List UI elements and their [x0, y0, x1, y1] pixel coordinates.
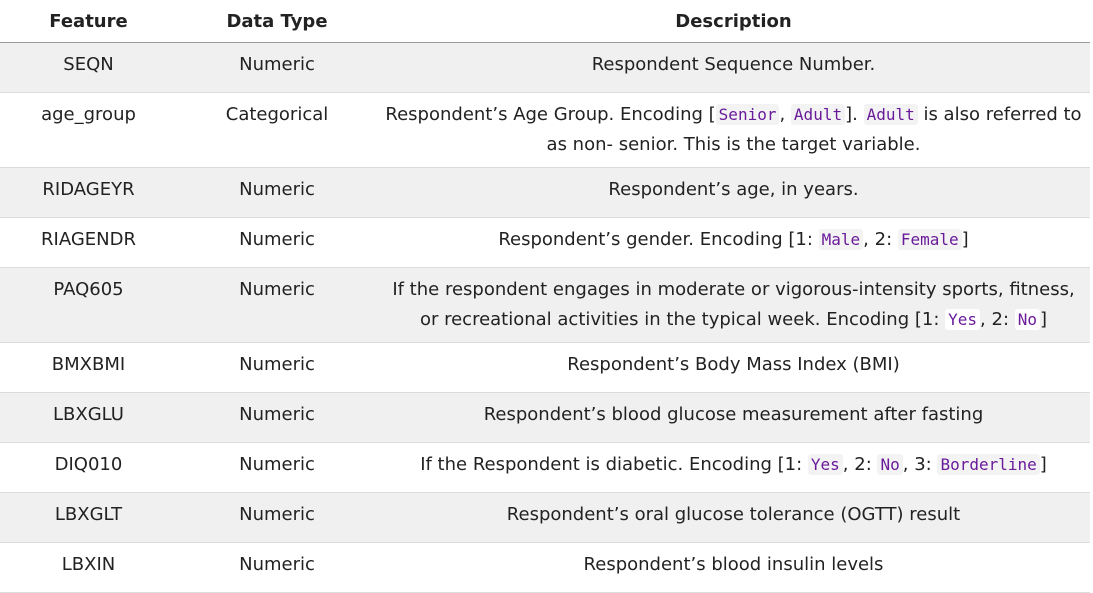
description-text: If the Respondent is diabetic. Encoding …: [420, 454, 808, 475]
table-row: LBXGLT Numeric Respondent’s oral glucose t…: [0, 492, 1090, 543]
feature-cell: DIQ010: [0, 442, 177, 493]
description-text: , 2:: [980, 309, 1015, 330]
description-cell: Respondent’s Body Mass Index (BMI): [377, 342, 1090, 393]
description-text: ,: [779, 104, 791, 125]
table-body: SEQN Numeric Respondent Sequence Number. ag…: [0, 42, 1090, 593]
encoding-value: Male: [818, 229, 864, 250]
table-row: LBXIN Numeric Respondent’s blood insulin l…: [0, 542, 1090, 593]
data-type-cell: Numeric: [177, 267, 377, 343]
description-text: ]: [961, 229, 969, 250]
data-type-cell: Numeric: [177, 542, 377, 593]
data-type-cell: Numeric: [177, 392, 377, 443]
description-cell: Respondent’s age, in years.: [377, 167, 1090, 218]
description-cell: If the respondent engages in moderate or…: [377, 267, 1090, 343]
encoding-value: Borderline: [937, 454, 1040, 475]
data-type-cell: Numeric: [177, 217, 377, 268]
encoding-value: Adult: [790, 104, 846, 125]
data-type-cell: Numeric: [177, 442, 377, 493]
encoding-value: Yes: [807, 454, 843, 475]
data-type-cell: Categorical: [177, 92, 377, 168]
description-text: Respondent Sequence Number.: [591, 54, 876, 75]
feature-cell: PAQ605: [0, 267, 177, 343]
table-row: SEQN Numeric Respondent Sequence Number.: [0, 42, 1090, 93]
description-text: Respondent’s Body Mass Index (BMI): [567, 354, 900, 375]
description-cell: Respondent’s blood glucose measurement a…: [377, 392, 1090, 443]
feature-cell: RIDAGEYR: [0, 167, 177, 218]
column-header-description: Description: [377, 0, 1090, 43]
feature-cell: LBXGLT: [0, 492, 177, 543]
encoding-value: No: [877, 454, 903, 475]
table-row: age_group Categorical Respondent’s Age Gro…: [0, 92, 1090, 168]
feature-cell: age_group: [0, 92, 177, 168]
table-row: RIAGENDR Numeric Respondent’s gender. Enco…: [0, 217, 1090, 268]
table-row: DIQ010 Numeric If the Respondent is diabet…: [0, 442, 1090, 493]
table-row: LBXGLU Numeric Respondent’s blood glucose …: [0, 392, 1090, 443]
encoding-value: No: [1014, 309, 1040, 330]
encoding-value: Senior: [715, 104, 780, 125]
description-text: Respondent’s blood insulin levels: [583, 554, 884, 575]
encoding-value: Yes: [945, 309, 981, 330]
description-text: Respondent’s age, in years.: [608, 179, 859, 200]
table-row: BMXBMI Numeric Respondent’s Body Mass Inde…: [0, 342, 1090, 393]
description-cell: If the Respondent is diabetic. Encoding …: [377, 442, 1090, 493]
feature-cell: LBXGLU: [0, 392, 177, 443]
description-text: , 2:: [842, 454, 878, 475]
feature-cell: RIAGENDR: [0, 217, 177, 268]
description-text: Respondent’s oral glucose tolerance (OGT…: [506, 504, 961, 525]
column-header-feature: Feature: [0, 0, 177, 43]
description-text: , 3:: [902, 454, 938, 475]
data-type-cell: Numeric: [177, 492, 377, 543]
data-type-cell: Numeric: [177, 42, 377, 93]
description-text: ].: [845, 104, 864, 125]
description-text: ]: [1039, 454, 1047, 475]
encoding-value: Female: [897, 229, 962, 250]
description-text: , 2:: [863, 229, 898, 250]
table-header-row: Feature Data Type Description: [0, 0, 1090, 43]
data-type-cell: Numeric: [177, 342, 377, 393]
description-cell: Respondent Sequence Number.: [377, 42, 1090, 93]
encoding-value: Adult: [863, 104, 918, 125]
description-cell: Respondent’s Age Group. Encoding [Senior…: [377, 92, 1090, 168]
table-row: RIDAGEYR Numeric Respondent’s age, in year…: [0, 167, 1090, 218]
description-text: Respondent’s gender. Encoding [1:: [498, 229, 819, 250]
feature-cell: SEQN: [0, 42, 177, 93]
description-cell: Respondent’s gender. Encoding [1: Male, …: [377, 217, 1090, 268]
description-text: If the respondent engages in moderate or…: [392, 279, 1075, 330]
data-type-cell: Numeric: [177, 167, 377, 218]
feature-cell: BMXBMI: [0, 342, 177, 393]
column-header-data-type: Data Type: [177, 0, 377, 43]
table-row: PAQ605 Numeric If the respondent engages i…: [0, 267, 1090, 343]
description-text: Respondent’s blood glucose measurement a…: [483, 404, 984, 425]
description-text: ]: [1040, 309, 1048, 330]
description-text: is also referred to as non- senior. This…: [546, 104, 1082, 155]
description-text: Respondent’s Age Group. Encoding [: [385, 104, 716, 125]
description-cell: Respondent’s oral glucose tolerance (OGT…: [377, 492, 1090, 543]
description-cell: Respondent’s blood insulin levels: [377, 542, 1090, 593]
feature-cell: LBXIN: [0, 542, 177, 593]
